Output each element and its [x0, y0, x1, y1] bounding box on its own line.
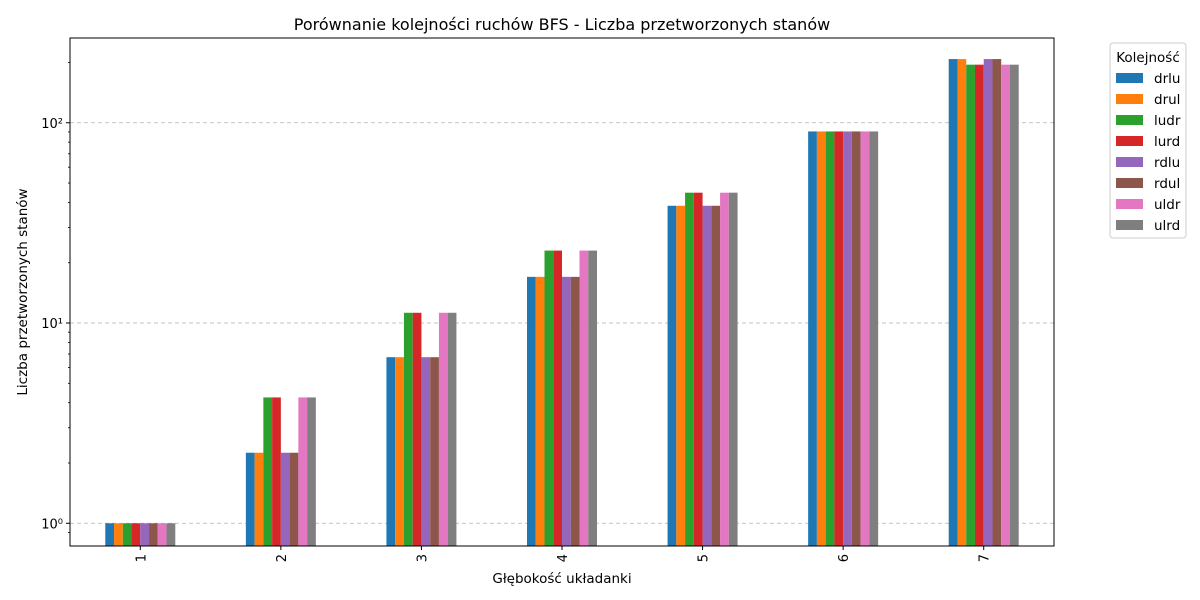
y-tick-label: 10²: [41, 117, 63, 132]
legend-swatch-uldr: [1116, 199, 1143, 209]
legend-swatch-drul: [1116, 94, 1143, 104]
legend-label-ulrd: ulrd: [1154, 218, 1180, 234]
legend-label-drul: drul: [1154, 92, 1180, 108]
bar-uldr-1: [157, 523, 167, 546]
legend-label-ludr: ludr: [1154, 113, 1181, 129]
bar-drul-3: [395, 357, 404, 546]
bar-rdlu-2: [280, 452, 290, 546]
bar-ulrd-5: [728, 192, 738, 547]
bar-lurd-5: [693, 192, 703, 547]
bar-rdlu-1: [140, 523, 150, 546]
bar-drul-6: [816, 131, 826, 546]
bar-drlu-2: [245, 452, 255, 546]
bar-ludr-6: [825, 131, 835, 546]
bar-ulrd-2: [307, 397, 316, 546]
bar-drul-5: [676, 205, 686, 546]
bar-uldr-3: [438, 312, 448, 546]
bar-uldr-6: [860, 131, 870, 546]
x-ticks: 1 2 3 4 5 6 7: [134, 546, 993, 562]
bar-drlu-1: [105, 523, 115, 546]
x-tick-label: 4: [556, 554, 571, 562]
x-tick-label: 7: [978, 554, 993, 562]
x-tick-label: 5: [697, 554, 712, 562]
bar-rdlu-6: [843, 131, 852, 546]
legend-swatch-ulrd: [1116, 220, 1143, 230]
bar-lurd-3: [412, 312, 422, 546]
bar-rdlu-3: [421, 357, 431, 546]
bar-uldr-2: [298, 397, 308, 546]
bar-uldr-7: [1001, 64, 1010, 546]
legend-swatch-rdlu: [1116, 157, 1143, 167]
chart-title: Porównanie kolejności ruchów BFS - Liczb…: [294, 15, 830, 34]
bar-drlu-4: [527, 276, 536, 546]
bar-drul-7: [957, 59, 967, 546]
bar-rdul-5: [711, 205, 721, 546]
x-axis-label: Głębokość układanki: [492, 571, 631, 587]
y-axis-label: Liczba przetworzonych stanów: [15, 188, 31, 395]
legend-label-lurd: lurd: [1154, 134, 1180, 150]
legend-title: Kolejność: [1116, 50, 1180, 66]
bar-rdul-6: [851, 131, 861, 546]
bar-drul-2: [254, 452, 264, 546]
y-tick-label: 10⁰: [41, 517, 63, 532]
legend-swatch-ludr: [1116, 115, 1143, 125]
x-tick-label: 6: [837, 554, 852, 562]
bar-drlu-7: [948, 59, 958, 546]
bar-lurd-6: [834, 131, 844, 546]
bar-ludr-3: [403, 312, 413, 546]
bar-uldr-4: [579, 250, 589, 546]
bar-ludr-2: [263, 397, 273, 546]
x-tick-label: 3: [415, 554, 430, 562]
bar-rdul-2: [289, 452, 299, 546]
legend: Kolejność drlu drul ludr lurd rdlu rdul uldr ul…: [1109, 42, 1187, 239]
legend-swatch-rdul: [1116, 178, 1143, 188]
bar-ulrd-4: [588, 250, 597, 546]
legend-items: drlu drul ludr lurd rdlu rdul uldr ulrd: [1116, 71, 1181, 234]
bar-rdul-1: [149, 523, 158, 546]
bar-rdul-7: [992, 59, 1002, 546]
bar-lurd-1: [131, 523, 141, 546]
bar-ludr-4: [544, 250, 554, 546]
legend-swatch-lurd: [1116, 136, 1143, 146]
bar-rdul-4: [570, 276, 580, 546]
legend-label-rdlu: rdlu: [1154, 155, 1180, 171]
bars-layer: [105, 59, 1019, 547]
legend-box: [1109, 42, 1187, 239]
bar-ulrd-6: [869, 131, 879, 546]
legend-label-drlu: drlu: [1154, 71, 1180, 87]
bar-drlu-3: [386, 357, 396, 546]
bar-drlu-5: [667, 205, 677, 546]
bar-ludr-5: [685, 192, 694, 547]
bar-lurd-2: [272, 397, 281, 546]
bar-drul-1: [114, 523, 123, 546]
bar-lurd-4: [553, 250, 562, 546]
y-tick-label: 10¹: [41, 317, 63, 332]
legend-swatch-drlu: [1116, 73, 1143, 83]
x-tick-label: 2: [275, 554, 290, 562]
bar-rdlu-5: [702, 205, 712, 546]
legend-label-uldr: uldr: [1154, 197, 1181, 213]
bar-rdlu-4: [562, 276, 571, 546]
legend-label-rdul: rdul: [1154, 176, 1180, 192]
bar-ulrd-1: [166, 523, 176, 546]
bar-ludr-7: [966, 64, 975, 546]
bar-ulrd-7: [1009, 64, 1019, 546]
x-tick-label: 1: [134, 554, 149, 562]
bar-ulrd-3: [447, 312, 457, 546]
bar-uldr-5: [720, 192, 729, 547]
bar-ludr-1: [122, 523, 132, 546]
bar-drul-4: [535, 276, 545, 546]
bar-rdul-3: [430, 357, 439, 546]
y-ticks: 10⁰ 10¹ 10²: [41, 62, 70, 533]
bar-lurd-7: [974, 64, 984, 546]
bar-drlu-6: [808, 131, 817, 546]
bar-rdlu-7: [983, 59, 993, 546]
